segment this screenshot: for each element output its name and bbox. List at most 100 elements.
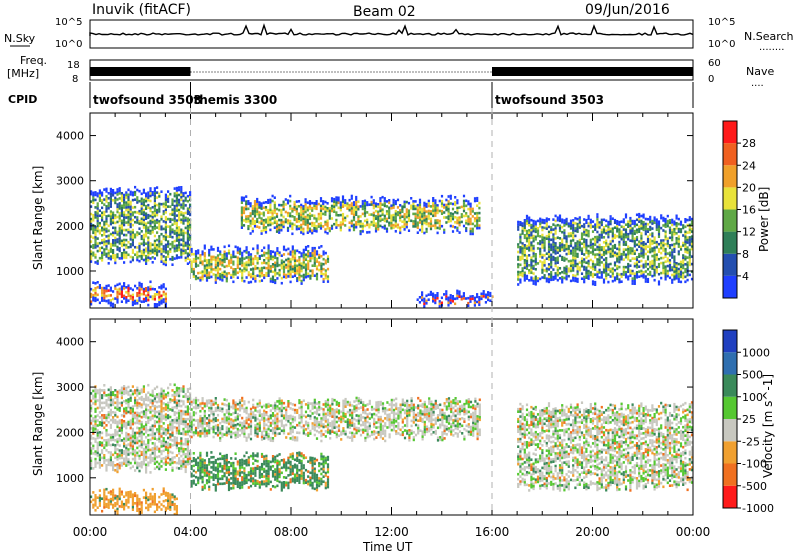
echo-cell (563, 271, 566, 275)
echo-cell (620, 272, 623, 276)
echo-cell (116, 430, 119, 434)
echo-cell (105, 220, 108, 223)
echo-cell (131, 432, 134, 436)
echo-cell (151, 442, 154, 445)
echo-cell (227, 272, 231, 275)
echo-cell (94, 465, 97, 468)
echo-cell (328, 212, 331, 215)
echo-cell (274, 261, 277, 265)
echo-cell (328, 229, 331, 233)
freq-bar (492, 67, 693, 76)
echo-cell (416, 216, 419, 219)
echo-cell (151, 459, 154, 463)
nsky-tick-top: 10^5 (55, 17, 82, 28)
echo-cell (173, 413, 176, 417)
echo-cell (589, 266, 592, 269)
echo-cell (620, 232, 623, 236)
echo-cell (103, 210, 106, 214)
echo-cell (98, 256, 101, 260)
echo-cell (153, 222, 156, 225)
echo-cell (421, 230, 424, 233)
echo-cell (151, 432, 154, 435)
echo-cell (186, 395, 189, 398)
echo-cell (109, 205, 112, 208)
echo-cell (613, 218, 617, 222)
echo-cell (260, 254, 264, 257)
echo-cell (668, 261, 672, 265)
echo-cell (517, 270, 520, 274)
echo-cell (90, 205, 93, 208)
echo-cell (194, 265, 198, 268)
echo-cell (456, 289, 459, 293)
echo-cell (585, 273, 588, 277)
echo-cell (162, 298, 165, 301)
echo-cell (664, 267, 667, 271)
echo-cell (173, 207, 176, 210)
echo-cell (489, 291, 492, 295)
echo-cell (589, 258, 592, 262)
echo-cell (267, 201, 270, 204)
echo-cell (556, 251, 559, 254)
echo-cell (534, 255, 537, 259)
echo-cell (319, 209, 323, 213)
echo-cell (101, 216, 104, 220)
echo-cell (280, 203, 283, 207)
echo-cell (103, 389, 106, 392)
echo-cell (675, 239, 678, 243)
echo-cell (396, 206, 400, 209)
echo-cell (114, 259, 117, 262)
echo-cell (253, 207, 257, 211)
echo-cell (580, 224, 584, 228)
echo-cell (225, 264, 228, 268)
echo-cell (576, 222, 579, 226)
echo-cell (114, 446, 117, 450)
echo-cell (368, 225, 371, 229)
echo-cell (125, 424, 128, 427)
echo-cell (271, 209, 274, 213)
echo-cell (333, 210, 336, 213)
echo-cell (164, 211, 167, 214)
echo-cell (313, 251, 316, 255)
echo-cell (107, 433, 110, 437)
echo-cell (160, 395, 163, 398)
echo-cell (171, 409, 174, 412)
echo-cell (142, 390, 145, 393)
echo-cell (151, 427, 154, 430)
echo-cell (173, 456, 176, 459)
echo-cell (145, 257, 148, 260)
echo-cell (423, 219, 426, 222)
echo-cell (271, 275, 275, 279)
echo-cell (525, 257, 529, 260)
echo-cell (666, 264, 669, 268)
echo-cell (638, 265, 641, 268)
echo-cell (131, 233, 134, 237)
echo-cell (640, 242, 643, 245)
echo-cell (302, 215, 305, 218)
echo-cell (140, 398, 143, 401)
echo-cell (116, 210, 119, 214)
echo-cell (186, 224, 189, 228)
echo-cell (92, 427, 95, 430)
echo-cell (98, 246, 101, 250)
echo-cell (671, 221, 674, 224)
echo-cell (688, 236, 691, 239)
echo-cell (96, 446, 99, 450)
echo-cell (668, 266, 672, 270)
echo-cell (123, 297, 126, 300)
echo-cell (642, 228, 645, 232)
echo-cell (230, 258, 233, 262)
echo-cell (205, 264, 209, 267)
echo-cell (293, 269, 297, 273)
echo-cell (269, 211, 272, 214)
echo-cell (633, 282, 636, 285)
echo-cell (96, 224, 99, 228)
echo-cell (94, 261, 97, 264)
echo-cell (145, 217, 148, 220)
echo-cell (583, 238, 586, 241)
echo-cell (182, 242, 185, 245)
echo-cell (677, 222, 680, 226)
echo-cell (92, 246, 95, 250)
echo-cell (90, 287, 93, 291)
echo-cell (449, 202, 452, 205)
echo-cell (350, 204, 353, 208)
